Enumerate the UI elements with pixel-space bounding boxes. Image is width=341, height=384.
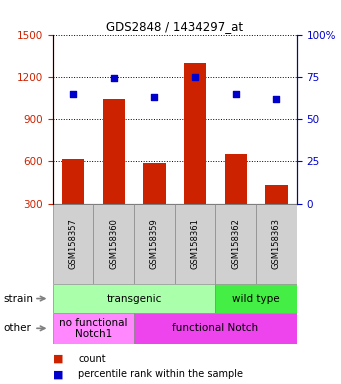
Text: strain: strain [3,293,33,304]
Bar [134,313,297,344]
Bar [62,159,84,204]
Text: GSM158360: GSM158360 [109,218,118,269]
Text: percentile rank within the sample: percentile rank within the sample [78,369,243,379]
Point [152,94,157,100]
Bar [143,163,166,204]
Bar [53,204,93,284]
Bar [175,204,216,284]
Bar [93,204,134,284]
Bar [265,185,287,204]
Point [233,91,238,97]
Text: ■: ■ [53,369,63,379]
Bar [134,204,175,284]
Text: GSM158363: GSM158363 [272,218,281,269]
Text: GSM158361: GSM158361 [191,218,199,269]
Text: count: count [78,354,106,364]
Text: no functional
Notch1: no functional Notch1 [59,318,128,339]
Text: transgenic: transgenic [106,293,162,304]
Text: GSM158357: GSM158357 [69,218,78,269]
Bar [216,204,256,284]
Point [192,74,198,80]
Bar [53,313,134,344]
Text: GSM158359: GSM158359 [150,218,159,269]
Bar [184,63,206,204]
Bar [53,284,216,313]
Bar [224,154,247,204]
Point [111,75,117,81]
Title: GDS2848 / 1434297_at: GDS2848 / 1434297_at [106,20,243,33]
Bar [256,204,297,284]
Bar [216,284,297,313]
Bar [103,99,125,204]
Text: wild type: wild type [232,293,280,304]
Text: ■: ■ [53,354,63,364]
Text: GSM158362: GSM158362 [231,218,240,269]
Point [273,96,279,102]
Point [71,91,76,97]
Text: other: other [3,323,31,333]
Text: functional Notch: functional Notch [172,323,258,333]
